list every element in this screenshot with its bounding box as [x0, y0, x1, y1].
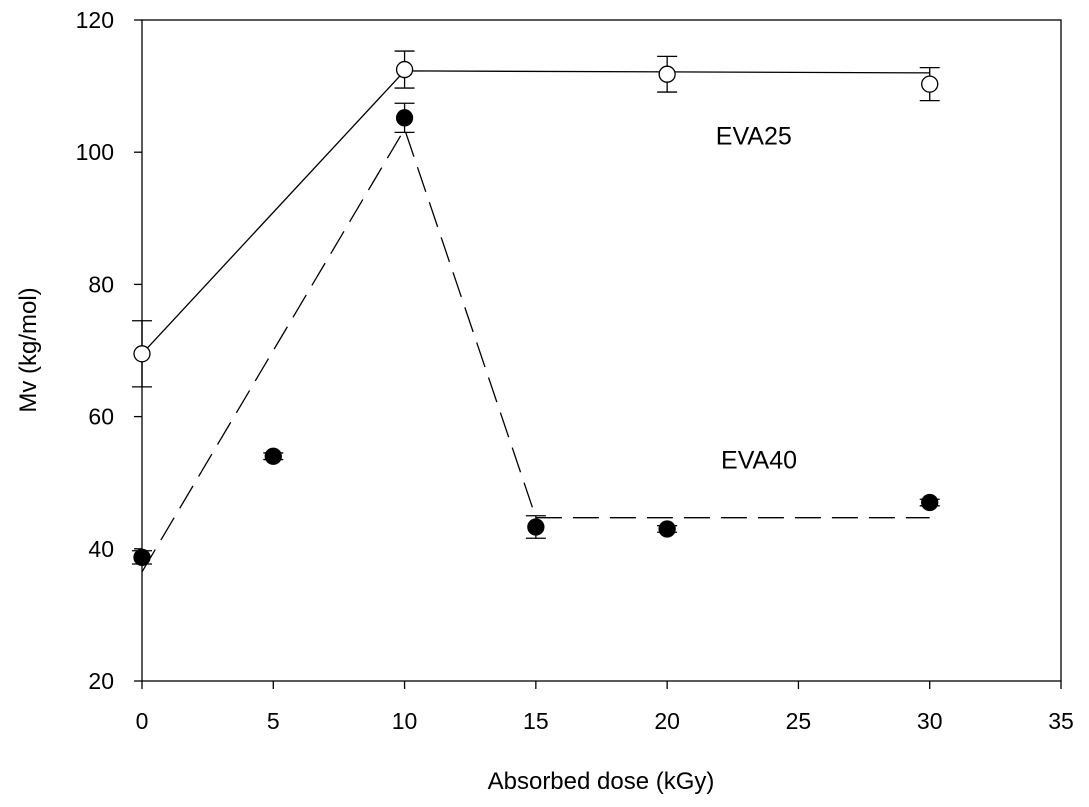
y-tick-label: 100: [76, 139, 114, 165]
x-tick-label: 30: [917, 708, 943, 734]
x-tick-label: 15: [523, 708, 549, 734]
x-tick-label: 20: [654, 708, 680, 734]
y-axis-title: Mv (kg/mol): [15, 287, 42, 412]
eva40-point: [395, 109, 414, 127]
eva40-point: [658, 520, 676, 538]
eva25-point: [133, 345, 151, 363]
y-tick-label: 40: [88, 536, 114, 562]
eva25-point: [658, 65, 676, 83]
x-axis-title: Absorbed dose (kGy): [488, 768, 715, 795]
y-tick-label: 80: [88, 271, 114, 297]
eva25-fit-line: [141, 70, 930, 355]
eva40-point: [921, 493, 939, 512]
y-tick-label: 20: [88, 668, 114, 694]
fit-lines: [141, 70, 930, 573]
annotations: EVA25 EVA40: [716, 123, 797, 475]
eva40-label: EVA40: [721, 447, 797, 475]
eva25-label: EVA25: [716, 123, 792, 151]
eva25-point: [921, 75, 939, 93]
x-tick-label: 0: [136, 708, 149, 734]
x-tick-label: 25: [786, 708, 812, 734]
x-tick-label: 10: [392, 708, 418, 734]
data-points: [133, 60, 939, 567]
x-tick-label: 5: [267, 708, 280, 734]
x-tick-label: 35: [1048, 708, 1074, 734]
plot-frame: [141, 19, 1062, 682]
y-tick-label: 120: [76, 7, 114, 33]
eva40-fit-line: [141, 127, 930, 573]
eva40-point: [527, 518, 545, 536]
y-axis-ticks: 20 40 60 80 100 120: [76, 7, 142, 694]
error-bars: [132, 50, 940, 565]
eva25-point: [395, 60, 414, 79]
x-axis-ticks: 0 5 10 15 20 25 30 35: [136, 681, 1074, 734]
y-tick-label: 60: [88, 404, 114, 430]
eva40-point: [264, 447, 282, 465]
eva40-point: [133, 548, 151, 567]
